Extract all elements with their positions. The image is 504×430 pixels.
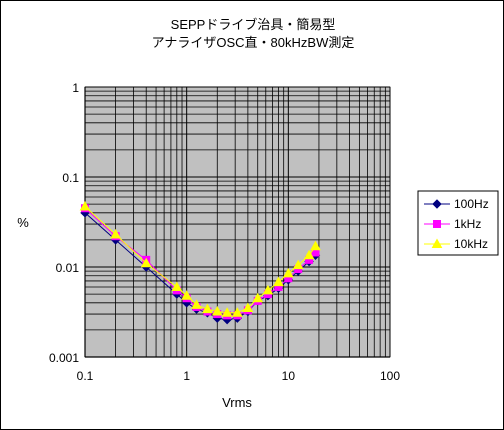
data-point bbox=[110, 228, 121, 239]
x-tick-label: 1 bbox=[183, 369, 190, 383]
legend-item: 1kHz bbox=[424, 217, 481, 231]
x-tick-label: 0.1 bbox=[77, 369, 94, 383]
legend: 100Hz 1kHz 10kHz bbox=[417, 190, 499, 256]
legend-marker bbox=[431, 238, 443, 248]
data-point bbox=[181, 290, 193, 300]
data-point bbox=[211, 306, 223, 316]
grid-lines bbox=[84, 86, 391, 358]
data-point bbox=[262, 284, 274, 295]
data-point bbox=[273, 276, 284, 287]
chart-title: SEPPドライブ治具・簡易型 bbox=[171, 17, 336, 32]
data-point bbox=[79, 200, 91, 211]
series-layer bbox=[79, 200, 321, 325]
y-axis-label: % bbox=[17, 215, 29, 230]
data-point bbox=[242, 302, 254, 313]
legend-label: 10kHz bbox=[454, 237, 488, 251]
series-10khz bbox=[79, 200, 321, 317]
y-tick-label: 1 bbox=[72, 81, 79, 95]
tick-labels: 0.1 1 10 100 0.001 0.01 0.1 1 bbox=[49, 81, 400, 383]
data-point bbox=[221, 307, 233, 317]
data-point bbox=[310, 240, 321, 251]
data-point bbox=[140, 257, 152, 268]
data-point bbox=[191, 299, 202, 309]
legend-label: 100Hz bbox=[454, 197, 489, 211]
legend-label: 1kHz bbox=[454, 217, 481, 231]
x-axis-label: Vrms bbox=[222, 395, 252, 410]
x-tick-label: 10 bbox=[282, 369, 296, 383]
data-point bbox=[231, 307, 243, 317]
data-point bbox=[171, 281, 183, 291]
legend-marker bbox=[433, 220, 441, 228]
legend-item: 10kHz bbox=[424, 237, 488, 251]
y-tick-label: 0.01 bbox=[56, 261, 80, 275]
data-point bbox=[303, 249, 315, 260]
x-tick-label: 100 bbox=[380, 369, 400, 383]
data-point bbox=[202, 303, 213, 314]
data-point bbox=[252, 292, 264, 303]
legend-items: 100Hz 1kHz 10kHz bbox=[424, 197, 489, 251]
legend-item: 100Hz bbox=[424, 197, 489, 211]
y-tick-label: 0.001 bbox=[49, 351, 79, 365]
data-point bbox=[282, 267, 294, 278]
legend-marker bbox=[432, 199, 442, 209]
chart-subtitle: アナライザOSC直・80kHzBW測定 bbox=[152, 35, 355, 50]
y-tick-label: 0.1 bbox=[62, 171, 79, 185]
data-point bbox=[292, 259, 304, 270]
